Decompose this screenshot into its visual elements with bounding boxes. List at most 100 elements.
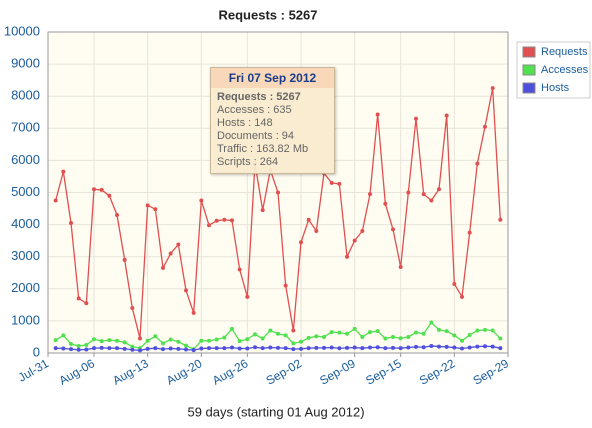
y-tick-label: 10000 [4,23,40,38]
data-point [207,338,211,343]
data-point [184,288,188,293]
data-point [475,161,480,166]
data-point [452,345,457,350]
data-point [176,242,181,247]
data-point [84,347,89,352]
data-point [161,265,165,270]
data-point [145,338,150,343]
legend-label: Requests [541,46,588,58]
data-point [245,294,250,299]
data-point [283,346,288,351]
data-point [237,339,242,344]
data-point [245,346,250,351]
legend-label: Accesses [541,64,589,76]
data-point [475,328,480,333]
x-tick-label: Jul-31 [16,356,52,385]
data-point [130,306,135,311]
data-point [490,344,495,349]
data-point [92,187,96,192]
data-point [368,345,372,350]
data-point [276,331,280,336]
data-point [260,208,265,213]
data-point [283,283,288,288]
data-point [383,336,388,341]
data-point [360,334,365,339]
data-point [391,334,395,339]
x-tick-label: Sep-09 [317,356,358,388]
x-tick-label: Sep-29 [471,356,512,388]
data-point [276,190,280,195]
tooltip-body: Requests : 5267 Accesses : 635 Hosts : 148… [211,88,334,173]
data-point [69,342,73,347]
data-point [429,320,434,325]
data-point [268,328,273,333]
data-point [237,346,242,351]
data-point [53,346,58,351]
tooltip-line: Requests : 5267 [217,91,301,103]
data-point [337,330,342,335]
data-point [253,345,257,350]
data-point [153,346,158,351]
data-point [99,345,104,350]
data-point [107,338,112,343]
y-tick-label: 3000 [11,248,40,263]
data-point [191,310,196,315]
data-point [76,296,81,301]
data-point [421,192,426,197]
y-tick-label: 9000 [11,56,40,71]
data-point [92,346,96,351]
data-point [130,344,135,349]
data-point [314,345,319,350]
data-point [253,332,257,337]
data-point [161,341,165,346]
data-point [360,346,365,351]
data-point [69,347,73,352]
data-point [437,327,441,332]
data-point [268,345,273,350]
data-point [260,336,265,341]
data-point [291,328,296,333]
x-tick-label: Aug-13 [110,356,151,388]
data-point [153,207,158,212]
y-tick-label: 4000 [11,216,40,231]
data-point [222,335,227,340]
data-point [398,346,403,351]
data-point [214,337,219,342]
data-point [306,346,311,351]
data-point [383,346,388,351]
data-point [429,198,434,203]
data-point [437,187,441,192]
tooltip: Fri 07 Sep 2012 Requests : 5267 Accesses … [210,67,335,174]
data-point [345,254,349,259]
x-tick-label: Aug-26 [210,356,251,388]
data-point [483,344,487,349]
chart-title: Requests : 5267 [219,7,318,22]
data-point [444,344,449,349]
data-point [214,218,219,223]
data-point [199,338,204,343]
data-point [375,329,380,334]
data-point [53,198,58,203]
data-point [352,326,357,331]
data-point [291,341,296,346]
data-point [214,346,219,351]
data-point [345,331,349,336]
data-point [414,330,418,335]
data-point [483,124,487,129]
legend-swatch [522,82,536,94]
data-point [391,345,395,350]
data-point [61,333,66,338]
data-point [299,346,303,351]
data-point [398,336,403,341]
data-point [329,345,334,350]
data-point [92,337,96,342]
data-point [184,347,188,352]
y-tick-label: 0 [33,344,40,359]
data-point [368,192,372,197]
data-point [122,346,127,351]
data-point [130,347,135,352]
data-point [452,281,457,286]
data-point [176,339,181,344]
data-point [168,251,173,256]
data-point [237,267,242,272]
